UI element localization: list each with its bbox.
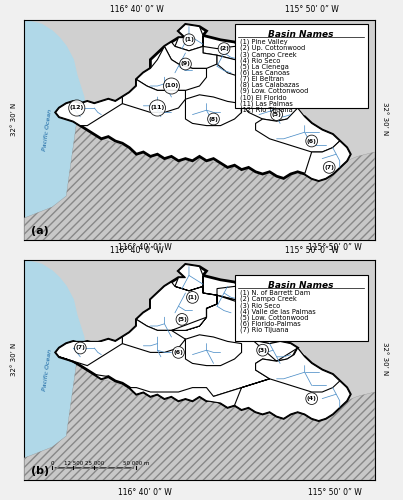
Text: (9): (9)	[181, 62, 190, 66]
Polygon shape	[241, 68, 284, 104]
Text: 116° 40’ 0” W: 116° 40’ 0” W	[118, 488, 172, 497]
Text: (3): (3)	[237, 66, 247, 71]
Bar	[235, 24, 368, 108]
Text: (12): (12)	[70, 106, 84, 110]
Text: 25 000: 25 000	[85, 460, 104, 466]
Text: (6): (6)	[174, 350, 183, 355]
Text: 115° 50’ 0” W: 115° 50’ 0” W	[307, 243, 361, 252]
Text: 32° 30’ N: 32° 30’ N	[382, 342, 388, 376]
Polygon shape	[164, 42, 217, 68]
Text: (11): (11)	[150, 106, 164, 110]
Text: 116° 40’ 0” W: 116° 40’ 0” W	[118, 243, 172, 252]
Text: 115° 50’ 0” W: 115° 50’ 0” W	[307, 488, 361, 497]
Polygon shape	[123, 80, 185, 112]
Text: (6): (6)	[307, 138, 317, 143]
Text: (9) Low. Cottonwood: (9) Low. Cottonwood	[240, 88, 308, 94]
Text: 50 000 m: 50 000 m	[123, 460, 150, 466]
Text: (3): (3)	[258, 348, 268, 352]
Text: (4): (4)	[261, 88, 271, 93]
Text: (5) La Cienega: (5) La Cienega	[240, 64, 289, 70]
Polygon shape	[217, 48, 270, 77]
Text: (5): (5)	[177, 317, 187, 322]
Text: (1) Pine Valley: (1) Pine Valley	[240, 38, 287, 45]
Text: Basin Names: Basin Names	[268, 281, 334, 290]
Text: 115° 50’ 0” W: 115° 50’ 0” W	[285, 6, 339, 15]
Polygon shape	[56, 97, 123, 126]
Polygon shape	[203, 36, 252, 60]
Text: (6) Florido-Palmas: (6) Florido-Palmas	[240, 320, 301, 327]
Polygon shape	[24, 260, 87, 480]
Text: (4) Valle de las Palmas: (4) Valle de las Palmas	[240, 308, 316, 314]
Text: Basin Names: Basin Names	[268, 30, 334, 39]
Text: (2) Up. Cottonwood: (2) Up. Cottonwood	[240, 45, 305, 52]
Text: (7) El Beltran: (7) El Beltran	[240, 76, 284, 82]
Polygon shape	[24, 20, 87, 240]
Text: 115° 50’ 0” W: 115° 50’ 0” W	[285, 246, 339, 254]
Text: (a): (a)	[31, 226, 49, 235]
Text: (12) Rio Tijuana: (12) Rio Tijuana	[240, 106, 293, 113]
Text: (5): (5)	[272, 112, 282, 117]
Text: (7): (7)	[324, 165, 334, 170]
Text: 32° 30’ N: 32° 30’ N	[11, 102, 17, 136]
Text: (3) Campo Creek: (3) Campo Creek	[240, 51, 297, 58]
Text: Pacific Ocean: Pacific Ocean	[42, 109, 52, 151]
Text: (3) Rio Seco: (3) Rio Seco	[240, 302, 280, 308]
Text: (8): (8)	[209, 116, 218, 121]
Text: (1): (1)	[187, 295, 197, 300]
Text: (1) N. of Barrett Dam: (1) N. of Barrett Dam	[240, 290, 310, 296]
Text: (10): (10)	[164, 84, 179, 88]
Text: (2) Campo Creek: (2) Campo Creek	[240, 296, 297, 302]
Text: (2): (2)	[219, 46, 229, 51]
Polygon shape	[136, 46, 206, 90]
Text: (10) El Florido: (10) El Florido	[240, 94, 287, 100]
Text: (4): (4)	[307, 396, 317, 401]
Text: (5) Low. Cottonwood: (5) Low. Cottonwood	[240, 314, 308, 321]
Polygon shape	[24, 361, 375, 480]
Text: (8) Las Calabazas: (8) Las Calabazas	[240, 82, 299, 88]
Polygon shape	[56, 24, 350, 180]
Polygon shape	[256, 108, 340, 152]
Text: 116° 40’ 0” W: 116° 40’ 0” W	[110, 6, 163, 15]
Polygon shape	[185, 276, 217, 330]
Text: (11) Las Palmas: (11) Las Palmas	[240, 100, 293, 107]
Polygon shape	[136, 264, 252, 330]
Text: 32° 30’ N: 32° 30’ N	[382, 102, 388, 136]
Polygon shape	[175, 24, 203, 51]
Text: 32° 30’ N: 32° 30’ N	[11, 342, 17, 376]
Text: (7): (7)	[75, 346, 85, 350]
Polygon shape	[123, 317, 241, 366]
Text: (6) Las Canoas: (6) Las Canoas	[240, 70, 289, 76]
Polygon shape	[56, 337, 123, 366]
Polygon shape	[241, 90, 298, 121]
Polygon shape	[59, 348, 340, 408]
Text: 12 500: 12 500	[64, 460, 83, 466]
Polygon shape	[24, 121, 375, 240]
Polygon shape	[185, 95, 241, 126]
Text: (4) Rio Seco: (4) Rio Seco	[240, 57, 280, 64]
Polygon shape	[217, 288, 284, 344]
Text: 0: 0	[50, 460, 54, 466]
Text: 116° 40’ 0” W: 116° 40’ 0” W	[110, 246, 163, 254]
Bar	[235, 276, 368, 342]
Text: (7) Rio Tijuana: (7) Rio Tijuana	[240, 326, 289, 333]
Polygon shape	[56, 264, 350, 420]
Text: (1): (1)	[184, 38, 194, 43]
Polygon shape	[206, 330, 350, 420]
Text: Pacific Ocean: Pacific Ocean	[42, 349, 52, 391]
Text: (2): (2)	[240, 317, 250, 322]
Text: (b): (b)	[31, 466, 49, 475]
Polygon shape	[305, 141, 350, 180]
